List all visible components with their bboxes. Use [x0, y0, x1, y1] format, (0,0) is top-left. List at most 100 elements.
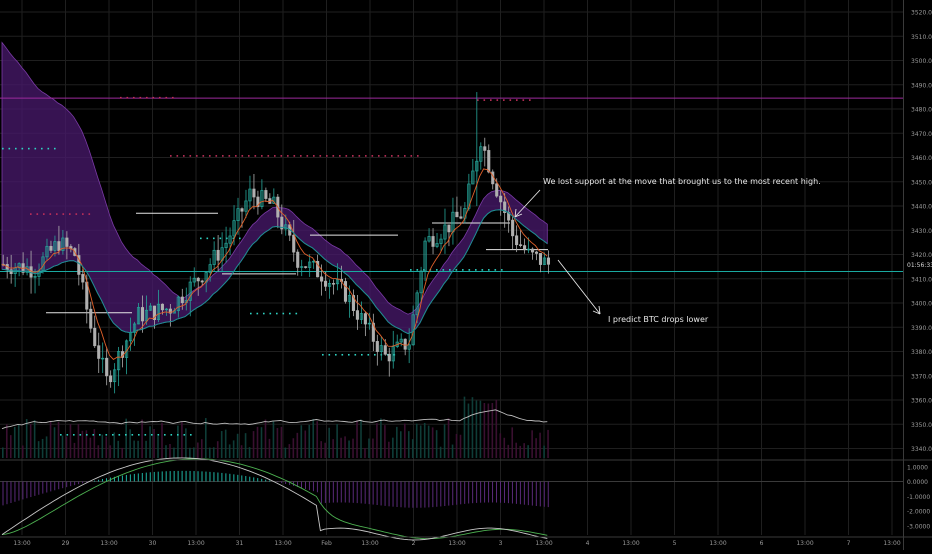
osc-tick-label: 0.0000: [907, 479, 928, 486]
volume-bar: [411, 439, 414, 458]
price-tick-label: 3470.0: [911, 131, 932, 138]
candle-body: [212, 249, 216, 265]
volume-bar: [153, 428, 155, 458]
moving-averages: [1, 168, 548, 360]
candle-body: [542, 257, 547, 265]
candle-body: [101, 357, 105, 360]
volume-bar: [491, 402, 494, 458]
candle-body: [132, 323, 137, 333]
pivot-dot: [490, 99, 492, 101]
candle-body: [523, 245, 527, 251]
volume-bar: [455, 433, 458, 458]
volume-bar: [181, 421, 183, 458]
pivot-dot: [222, 155, 224, 157]
pivot-dot: [170, 434, 173, 436]
candle-body: [53, 241, 57, 251]
pivot-dot: [235, 155, 237, 157]
candle-body: [180, 296, 184, 304]
annotation-arrowhead-2: [592, 305, 601, 315]
pivot-dot: [189, 155, 192, 157]
pivot-dot: [287, 155, 289, 157]
volume-bar: [435, 430, 438, 458]
pivot-dot: [267, 155, 270, 157]
volume-bar: [515, 442, 518, 458]
volume-bar: [137, 440, 139, 458]
candles: [1, 92, 551, 394]
volume-bar: [344, 436, 346, 458]
pivot-dot: [190, 434, 192, 436]
candle-body: [415, 292, 419, 316]
volume-bar: [161, 422, 163, 458]
volume-bar: [264, 419, 267, 458]
volume-bar: [400, 431, 402, 458]
pivot-dot: [239, 237, 241, 240]
volume-bar: [53, 427, 56, 458]
pivot-dot: [152, 96, 155, 99]
pivot-dot: [228, 155, 231, 157]
price-tick-label: 3380.0: [911, 349, 932, 356]
pivot-dot: [280, 155, 283, 157]
candle-body: [511, 219, 515, 237]
pivot-dot: [455, 269, 458, 271]
volume-bar: [77, 424, 80, 458]
candle-body: [93, 327, 97, 347]
candle-body: [176, 296, 180, 312]
candle-body: [439, 238, 443, 244]
price-tick-label: 3440.0: [911, 204, 932, 211]
volume-bar: [121, 447, 123, 458]
candle-body: [304, 266, 308, 268]
candle-body: [355, 310, 359, 320]
volume-bar: [69, 424, 72, 458]
annotation-prediction: I predict BTC drops lower: [608, 315, 709, 324]
price-tick-label: 3400.0: [911, 301, 932, 308]
candle-body: [256, 196, 260, 207]
pivot-dot: [256, 312, 259, 315]
pivot-dot: [477, 99, 479, 101]
volume-bar: [324, 442, 326, 458]
volume-bars: [1, 396, 549, 458]
candle-body: [296, 251, 300, 268]
volume-bar: [185, 428, 187, 458]
candle-body: [168, 308, 172, 314]
volume-bar: [443, 424, 446, 458]
candle-body: [379, 345, 383, 352]
volume-bar: [519, 445, 521, 458]
time-tick-label: 13:00: [622, 540, 639, 547]
candle-body: [252, 188, 256, 198]
pivot-dot: [274, 155, 276, 157]
volume-bar: [41, 438, 44, 458]
candle-body: [375, 341, 379, 352]
osc-tick-label: 1.0000: [907, 464, 928, 471]
volume-bar: [204, 418, 207, 458]
pivot-dot: [354, 353, 357, 356]
volume-bar: [89, 437, 92, 458]
pivot-dot: [529, 99, 531, 101]
pivot-dot: [449, 269, 451, 271]
volume-bar: [169, 443, 171, 458]
volume-bar: [149, 426, 151, 458]
volume-bar: [133, 440, 135, 458]
pivot-dot: [417, 155, 419, 157]
pivot-dot: [138, 434, 140, 436]
pivot-dot: [341, 353, 344, 356]
pivot-dot: [293, 155, 296, 157]
volume-bar: [388, 441, 390, 458]
volume-bar: [117, 440, 120, 458]
osc-tick-label: -2.0000: [907, 509, 930, 516]
candle-body: [208, 264, 212, 273]
candle-body: [113, 369, 117, 383]
time-tick-label: 6: [760, 540, 764, 547]
pivot-dot: [367, 353, 370, 356]
candle-body: [383, 345, 387, 355]
pivot-dot: [226, 237, 228, 240]
time-tick-label: 2: [412, 540, 416, 547]
volume-bar: [256, 426, 259, 458]
volume-bar: [415, 423, 418, 458]
volume-bar: [403, 423, 406, 458]
ema-cloud: [1, 41, 548, 335]
pivot-dot: [442, 269, 445, 271]
volume-bar: [145, 440, 147, 458]
volume-bar: [431, 427, 434, 458]
volume-bar: [336, 424, 338, 458]
